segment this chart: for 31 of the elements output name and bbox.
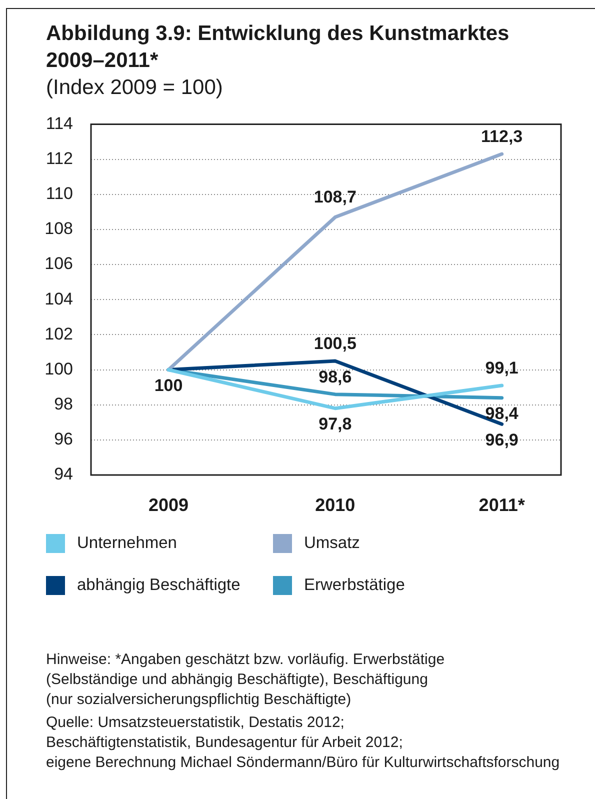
- y-tick-label: 94: [54, 464, 73, 484]
- y-tick-label: 108: [44, 219, 73, 238]
- legend-label: Unternehmen: [77, 534, 177, 553]
- y-tick-label: 110: [46, 184, 73, 204]
- legend-label: abhängig Beschäftigte: [77, 576, 240, 595]
- y-tick-label: 96: [54, 430, 73, 449]
- chart-title: Abbildung 3.9: Entwicklung des Kunstmarktes 2009–2011*: [46, 21, 510, 74]
- y-tick-label: 100: [44, 359, 73, 378]
- data-label: 100,5: [314, 334, 356, 354]
- data-label: 99,1: [485, 358, 518, 378]
- y-tick-label: 106: [44, 254, 73, 274]
- data-label: 97,8: [318, 414, 352, 434]
- y-tick-label: 98: [54, 394, 73, 414]
- x-tick-label: 2011*: [478, 494, 525, 515]
- data-label: 96,9: [485, 430, 518, 450]
- legend-label: Umsatz: [304, 534, 360, 553]
- data-label: 112,3: [481, 127, 523, 146]
- source-note: Quelle: Umsatzsteuerstatistik, Destatis 2012; Beschäftigtenstatistik, Bundesagentur für Arbeit 2012; eigene Berechnung Michael Söndermann/Büro für Kulturwirtschaftsforschung: [46, 713, 560, 773]
- x-tick-label: 2010: [315, 494, 356, 515]
- data-label: 100: [154, 376, 183, 395]
- data-label: 98,4: [485, 404, 519, 424]
- x-tick-label: 2009: [148, 494, 189, 515]
- y-tick-label: 102: [44, 324, 73, 344]
- legend-label: Erwerbstätige: [304, 576, 405, 595]
- y-tick-label: 114: [46, 114, 73, 133]
- text: Hinweise: *Angaben geschätzt bzw. vorläufig. Erwerbstätige (Selbständige und abhängig Beschäftigte), Beschäftigung (nur sozialversicherungspflichtig Beschäftigte): [46, 650, 446, 710]
- y-tick-label: 104: [44, 289, 73, 308]
- chart-subtitle: (Index 2009 = 100): [46, 75, 224, 101]
- data-label: 98,6: [318, 368, 352, 387]
- y-tick-label: 112: [46, 148, 73, 168]
- data-label: 108,7: [314, 187, 356, 206]
